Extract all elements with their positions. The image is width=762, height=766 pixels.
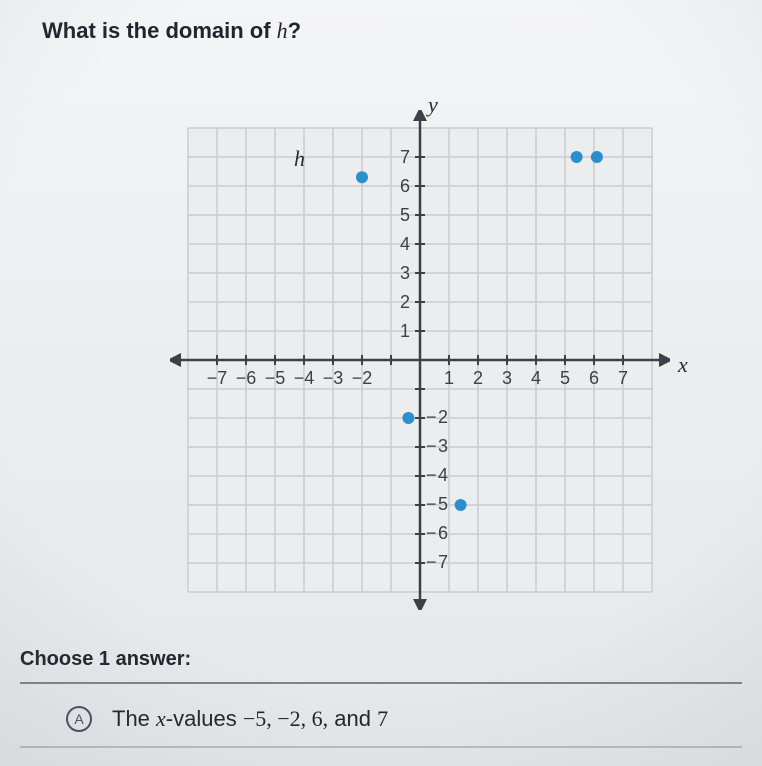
- tick-label: −: [426, 523, 437, 544]
- tick-label: 1: [400, 321, 410, 342]
- tick-label: 3: [438, 436, 448, 457]
- question-var: h: [277, 18, 288, 43]
- tick-label: −3: [323, 368, 344, 389]
- tick-label: −: [426, 494, 437, 515]
- answer-radio-a[interactable]: A: [66, 706, 92, 732]
- tick-label: 2: [400, 292, 410, 313]
- tick-label: 3: [400, 263, 410, 284]
- tick-label: 1: [444, 368, 454, 389]
- tick-label: −4: [294, 368, 315, 389]
- answer-prefix: The: [112, 706, 156, 731]
- question-suffix: ?: [288, 18, 301, 43]
- tick-label: 6: [589, 368, 599, 389]
- tick-label: −7: [207, 368, 228, 389]
- tick-label: 6: [400, 176, 410, 197]
- question-text: What is the domain of h?: [42, 18, 301, 44]
- function-label: h: [294, 146, 305, 172]
- answer-mid: -values: [166, 706, 243, 731]
- tick-label: 7: [400, 147, 410, 168]
- tick-label: −: [426, 436, 437, 457]
- tick-label: 5: [560, 368, 570, 389]
- choose-answer-label: Choose 1 answer:: [20, 648, 191, 671]
- answer-text: The x-values −5, −2, 6, and 7: [112, 706, 388, 732]
- tick-label: 2: [438, 407, 448, 428]
- answer-divider: [20, 682, 742, 684]
- coordinate-grid: y x h −7−6−5−4−3−212345671234567−2−3−4−5…: [170, 110, 670, 610]
- tick-label: −: [426, 465, 437, 486]
- x-axis-label: x: [678, 352, 688, 378]
- answer-last: 7: [377, 706, 388, 731]
- tick-label: 4: [531, 368, 541, 389]
- y-axis-label: y: [428, 92, 438, 118]
- tick-label: 7: [618, 368, 628, 389]
- tick-label: −5: [265, 368, 286, 389]
- tick-label: −: [426, 407, 437, 428]
- tick-label: 5: [400, 205, 410, 226]
- answer-var: x: [156, 706, 166, 731]
- answer-nums: −5, −2, 6,: [243, 706, 328, 731]
- question-prefix: What is the domain of: [42, 18, 277, 43]
- grid-svg: [170, 110, 670, 610]
- tick-label: 6: [438, 523, 448, 544]
- tick-label: 4: [438, 465, 448, 486]
- tick-label: −: [426, 552, 437, 573]
- answer-and: and: [328, 706, 377, 731]
- tick-label: 2: [473, 368, 483, 389]
- tick-label: −2: [352, 368, 373, 389]
- tick-label: −6: [236, 368, 257, 389]
- tick-label: 5: [438, 494, 448, 515]
- tick-label: 3: [502, 368, 512, 389]
- tick-label: 7: [438, 552, 448, 573]
- tick-label: 4: [400, 234, 410, 255]
- answer-choice-a[interactable]: A The x-values −5, −2, 6, and 7: [20, 692, 742, 748]
- answer-letter: A: [74, 711, 83, 727]
